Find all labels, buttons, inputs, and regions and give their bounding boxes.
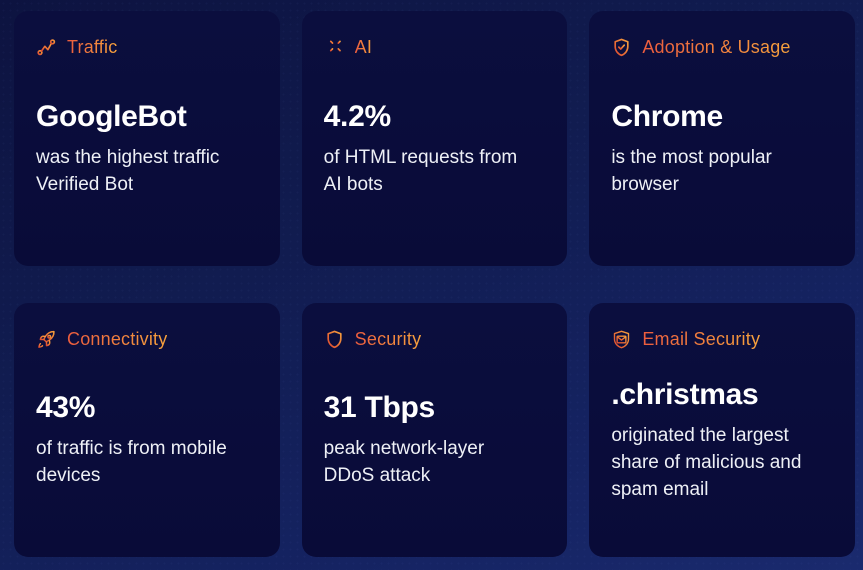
card-email-security-header: Email Security xyxy=(611,329,833,350)
card-email-security[interactable]: Email Security .christmas originated the… xyxy=(589,302,855,557)
card-security[interactable]: Security 31 Tbps peak network-layer DDoS… xyxy=(301,302,568,557)
card-connectivity[interactable]: Connectivity 43% of traffic is from mobi… xyxy=(14,302,280,557)
card-connectivity-description: of traffic is from mobile devices xyxy=(36,438,227,487)
card-connectivity-content: 43% of traffic is from mobile devices xyxy=(36,350,258,536)
card-connectivity-header: Connectivity xyxy=(36,329,258,350)
card-security-header: Security xyxy=(324,329,546,350)
shield-check-icon xyxy=(614,38,629,57)
card-traffic-description: was the highest traffic Verified Bot xyxy=(36,146,220,195)
card-ai-header: AI xyxy=(324,37,546,58)
card-email-security-label: Email Security xyxy=(642,328,761,349)
card-adoption-usage[interactable]: Adoption & Usage Chrome is the most popu… xyxy=(589,11,855,266)
card-email-security-description: originated the largest share of maliciou… xyxy=(611,424,802,500)
email-shield-icon xyxy=(614,330,630,348)
card-security-description: peak network-layer DDoS attack xyxy=(323,438,485,487)
card-ai-content: 4.2% of HTML requests from AI bots xyxy=(324,58,546,244)
card-adoption-usage-stat: Chrome xyxy=(611,99,723,133)
card-adoption-usage-header: Adoption & Usage xyxy=(611,37,833,58)
card-adoption-usage-label: Adoption & Usage xyxy=(642,37,791,57)
card-ai-stat: 4.2% xyxy=(323,99,391,133)
shield-split-icon xyxy=(327,330,342,348)
card-ai[interactable]: AI 4.2% of HTML requests from AI bots xyxy=(301,11,568,266)
card-traffic-header: Traffic xyxy=(36,37,258,58)
card-security-label: Security xyxy=(354,328,422,349)
rocket-icon xyxy=(38,330,55,348)
card-connectivity-label: Connectivity xyxy=(67,328,168,349)
card-ai-label: AI xyxy=(354,37,373,57)
card-connectivity-stat: 43% xyxy=(36,391,96,425)
activity-trend-icon xyxy=(37,39,56,56)
card-adoption-usage-description: is the most popular browser xyxy=(611,146,772,195)
card-traffic-stat: GoogleBot xyxy=(36,99,187,133)
card-security-stat: 31 Tbps xyxy=(323,391,436,425)
card-email-security-stat: .christmas xyxy=(611,377,759,411)
card-ai-description: of HTML requests from AI bots xyxy=(323,146,518,195)
card-adoption-usage-content: Chrome is the most popular browser xyxy=(611,58,833,244)
card-email-security-content: .christmas originated the largest share … xyxy=(611,350,833,536)
card-traffic-label: Traffic xyxy=(67,37,118,57)
card-traffic[interactable]: Traffic GoogleBot was the highest traffi… xyxy=(14,11,280,266)
card-traffic-content: GoogleBot was the highest traffic Verifi… xyxy=(36,58,258,244)
sparkle-icon xyxy=(325,38,343,57)
card-security-content: 31 Tbps peak network-layer DDoS attack xyxy=(324,350,546,536)
